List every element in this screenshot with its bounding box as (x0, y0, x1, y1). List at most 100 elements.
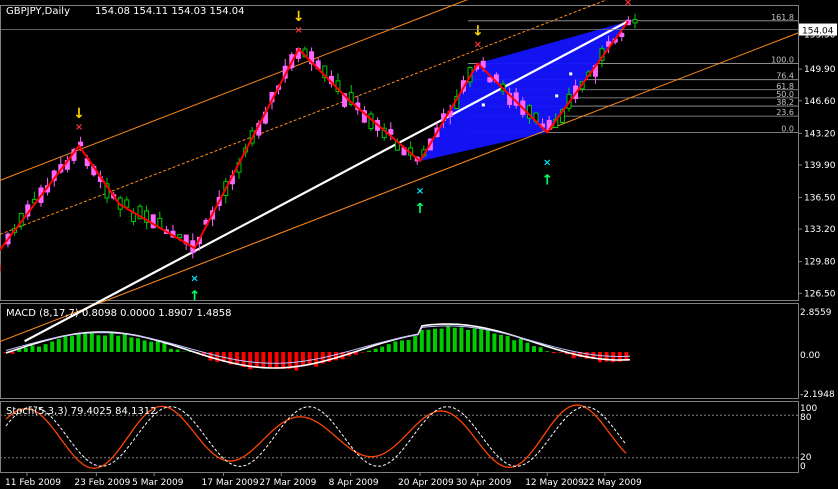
macd-bar (116, 335, 121, 352)
stochastic-lines (5, 404, 627, 469)
macd-bar (83, 332, 88, 352)
candle-body (487, 77, 493, 83)
stochastic-levels (0, 414, 798, 459)
candle-body (342, 93, 348, 107)
panel-frame (0, 303, 799, 399)
macd-bar (611, 352, 616, 363)
sell-arrow-icon: ↓ (73, 106, 85, 122)
fib-level-label: 0.0 (781, 124, 794, 133)
stoch-main-line (5, 404, 627, 469)
macd-bar (254, 352, 259, 368)
macd-bar (89, 332, 94, 352)
macd-bar (499, 334, 503, 352)
macd-bar (334, 352, 338, 361)
candle-body (177, 234, 183, 239)
macd-bar (76, 334, 81, 352)
pattern-markers: ×↓×↑×↓×↑×↓×↑× (73, 0, 632, 304)
macd-bar (393, 341, 398, 352)
time-tick-label: 17 Mar 2009 (202, 478, 259, 488)
macd-bar (43, 344, 48, 352)
price-axis: 153.50 149.90 146.60 143.20 139.90 136.50 133.… (0, 23, 837, 299)
ohlc-readout: 154.08 154.11 154.03 154.04 (95, 6, 245, 17)
macd-bar (472, 328, 477, 352)
time-tick-label: 5 Mar 2009 (132, 478, 184, 488)
macd-bar (307, 352, 312, 365)
macd-bar (459, 327, 464, 352)
candle-body (322, 65, 328, 79)
triangle-dot (555, 94, 559, 98)
triangle-dot (481, 103, 485, 107)
stoch-scale-20: 20 (800, 453, 812, 463)
stoch-scale-80: 80 (800, 413, 812, 423)
macd-bar (228, 352, 233, 365)
macd-label: MACD (8,17,7) 0.8098 0.0000 1.8907 1.485… (6, 308, 231, 319)
macd-bar (532, 346, 536, 352)
macd-bar (274, 352, 279, 369)
symbol-title: GBPJPY,Daily (6, 6, 70, 17)
time-tick-label: 30 Apr 2009 (456, 478, 512, 488)
macd-bar (466, 329, 470, 352)
candle-body (78, 141, 84, 147)
time-tick-label: 27 Mar 2009 (259, 478, 316, 488)
macd-bar (56, 339, 61, 352)
macd-bar (241, 352, 246, 368)
macd-bar (598, 352, 602, 363)
price-tick-label: 136.50 (804, 194, 836, 204)
time-tick-label: 8 Apr 2009 (329, 478, 379, 488)
macd-bar (202, 352, 206, 357)
triangle-dot (569, 72, 573, 76)
macd-bar (50, 341, 55, 352)
price-tick-label: 126.50 (804, 289, 836, 299)
macd-bar (479, 328, 484, 352)
macd-bar (525, 342, 530, 352)
macd-bar (604, 352, 609, 362)
macd-scale-bottom: -2.1948 (800, 390, 835, 400)
low-marker-cross: × (416, 186, 424, 197)
macd-bar (584, 352, 589, 359)
macd-bar (400, 340, 404, 352)
panel-frame (0, 401, 799, 473)
fib-level-label: 23.6 (776, 108, 794, 117)
fib-level-label: 50.0 (776, 90, 794, 99)
macd-bar (367, 350, 371, 352)
macd-bar (512, 340, 517, 352)
macd-panel[interactable]: MACD (8,17,7) 0.8098 0.0000 1.8907 1.485… (4, 308, 835, 400)
macd-bar (492, 333, 497, 352)
macd-bar (215, 352, 220, 362)
current-price-box (799, 23, 837, 36)
candle-body (619, 32, 625, 38)
fib-level-label: 161.8 (771, 13, 794, 22)
macd-bar (287, 352, 292, 369)
price-tick-label: 153.50 (804, 31, 836, 41)
macd-bar (545, 351, 550, 352)
current-price-label: 154.04 (802, 27, 834, 37)
price-tick-label: 129.80 (804, 258, 836, 268)
time-tick-label: 23 Feb 2009 (74, 478, 130, 488)
price-tick-label: 143.20 (804, 129, 836, 139)
candle-body (137, 205, 143, 220)
macd-bar (294, 352, 299, 371)
macd-bar (103, 335, 107, 352)
macd-bar (235, 352, 239, 365)
macd-scale-zero: 0.00 (800, 351, 820, 361)
macd-bar (175, 349, 180, 352)
macd-bar (268, 352, 272, 369)
high-marker-cross: × (474, 39, 482, 50)
macd-scale-top: 2.8559 (800, 308, 832, 318)
time-tick-label: 12 May 2009 (525, 478, 584, 488)
macd-bar (571, 352, 576, 359)
stochastic-panel[interactable]: Stoch(5,3,3) 79.4025 84.1312 100 80 20 0 (0, 404, 817, 472)
time-axis: 11 Feb 2009 23 Feb 2009 5 Mar 2009 17 Mar 2… (5, 472, 642, 488)
low-marker-cross: × (543, 157, 551, 168)
macd-bar (155, 340, 160, 352)
macd-bar (136, 338, 140, 352)
trend-line (24, 20, 629, 343)
buy-arrow-icon: ↑ (414, 201, 426, 217)
macd-bar (406, 339, 411, 352)
price-tick-label: 133.20 (804, 225, 836, 235)
time-tick-label: 20 Apr 2009 (398, 478, 454, 488)
macd-bar (261, 352, 266, 369)
macd-bar (505, 336, 510, 352)
